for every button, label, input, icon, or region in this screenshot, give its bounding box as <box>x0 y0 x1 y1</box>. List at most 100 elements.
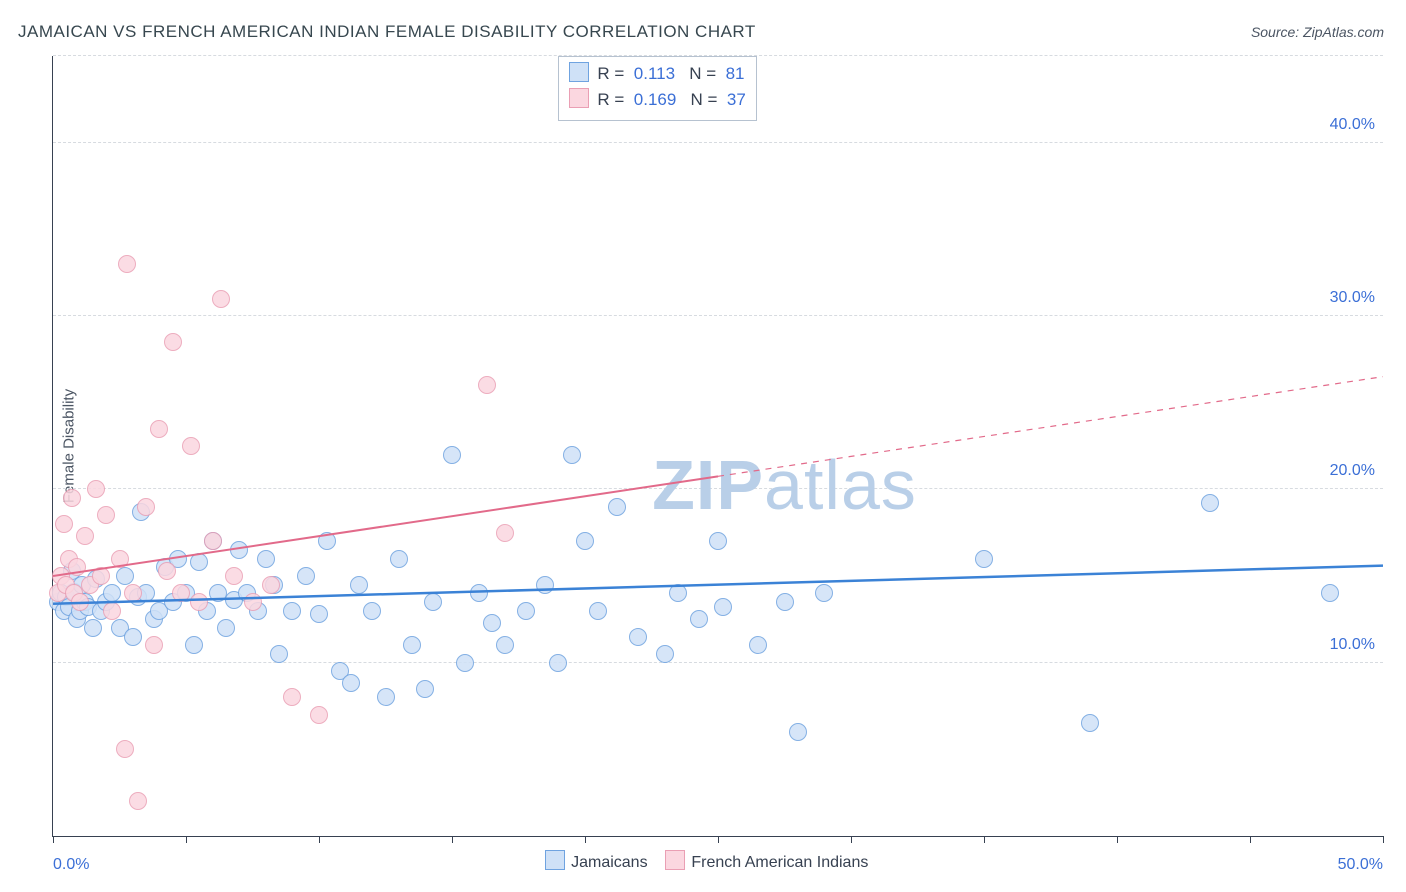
data-point <box>190 593 208 611</box>
data-point <box>470 584 488 602</box>
data-point <box>424 593 442 611</box>
data-point <box>1201 494 1219 512</box>
data-point <box>230 541 248 559</box>
data-point <box>158 562 176 580</box>
data-point <box>84 619 102 637</box>
data-point <box>1081 714 1099 732</box>
data-point <box>212 290 230 308</box>
data-point <box>76 527 94 545</box>
chart-source: Source: ZipAtlas.com <box>1251 24 1384 40</box>
data-point <box>318 532 336 550</box>
gridline <box>53 142 1383 143</box>
watermark: ZIPatlas <box>652 445 917 525</box>
data-point <box>172 584 190 602</box>
x-tick <box>1383 836 1384 843</box>
x-tick <box>718 836 719 843</box>
x-tick <box>1117 836 1118 843</box>
data-point <box>97 506 115 524</box>
data-point <box>116 567 134 585</box>
data-point <box>342 674 360 692</box>
x-tick <box>319 836 320 843</box>
x-tick <box>1250 836 1251 843</box>
gridline <box>53 315 1383 316</box>
data-point <box>416 680 434 698</box>
x-tick-label: 0.0% <box>53 856 89 874</box>
data-point <box>690 610 708 628</box>
data-point <box>709 532 727 550</box>
data-point <box>517 602 535 620</box>
y-tick-label: 30.0% <box>1330 289 1383 307</box>
data-point <box>63 489 81 507</box>
legend-swatch <box>545 850 565 870</box>
x-tick-label: 50.0% <box>1338 856 1383 874</box>
data-point <box>137 498 155 516</box>
scatter-plot: 10.0%20.0%30.0%40.0%0.0%50.0%ZIPatlasR =… <box>52 56 1383 837</box>
data-point <box>257 550 275 568</box>
data-point <box>118 255 136 273</box>
data-point <box>656 645 674 663</box>
data-point <box>669 584 687 602</box>
data-point <box>1321 584 1339 602</box>
x-tick <box>984 836 985 843</box>
data-point <box>443 446 461 464</box>
x-tick <box>452 836 453 843</box>
data-point <box>204 532 222 550</box>
data-point <box>244 593 262 611</box>
data-point <box>363 602 381 620</box>
data-point <box>608 498 626 516</box>
data-point <box>270 645 288 663</box>
data-point <box>124 584 142 602</box>
data-point <box>549 654 567 672</box>
stats-legend: R = 0.113 N = 81R = 0.169 N = 37 <box>558 56 756 121</box>
data-point <box>310 706 328 724</box>
x-tick <box>851 836 852 843</box>
data-point <box>182 437 200 455</box>
data-point <box>92 567 110 585</box>
data-point <box>103 602 121 620</box>
data-point <box>283 602 301 620</box>
y-tick-label: 20.0% <box>1330 462 1383 480</box>
stats-row: R = 0.169 N = 37 <box>569 87 745 113</box>
data-point <box>111 550 129 568</box>
data-point <box>217 619 235 637</box>
data-point <box>103 584 121 602</box>
trendlines <box>53 56 1383 836</box>
x-tick <box>53 836 54 843</box>
legend-label: French American Indians <box>691 854 868 871</box>
data-point <box>563 446 581 464</box>
data-point <box>478 376 496 394</box>
data-point <box>536 576 554 594</box>
data-point <box>390 550 408 568</box>
data-point <box>576 532 594 550</box>
data-point <box>283 688 301 706</box>
data-point <box>483 614 501 632</box>
data-point <box>714 598 732 616</box>
data-point <box>164 333 182 351</box>
data-point <box>150 420 168 438</box>
data-point <box>190 553 208 571</box>
legend-swatch <box>665 850 685 870</box>
data-point <box>297 567 315 585</box>
data-point <box>129 792 147 810</box>
data-point <box>350 576 368 594</box>
data-point <box>87 480 105 498</box>
data-point <box>496 524 514 542</box>
data-point <box>589 602 607 620</box>
data-point <box>776 593 794 611</box>
data-point <box>496 636 514 654</box>
y-tick-label: 40.0% <box>1330 116 1383 134</box>
data-point <box>225 567 243 585</box>
x-tick <box>585 836 586 843</box>
data-point <box>145 636 163 654</box>
data-point <box>629 628 647 646</box>
gridline <box>53 662 1383 663</box>
data-point <box>55 515 73 533</box>
data-point <box>124 628 142 646</box>
data-point <box>377 688 395 706</box>
chart-title: JAMAICAN VS FRENCH AMERICAN INDIAN FEMAL… <box>18 22 756 42</box>
stats-row: R = 0.113 N = 81 <box>569 61 745 87</box>
data-point <box>403 636 421 654</box>
y-tick-label: 10.0% <box>1330 636 1383 654</box>
data-point <box>71 593 89 611</box>
data-point <box>310 605 328 623</box>
